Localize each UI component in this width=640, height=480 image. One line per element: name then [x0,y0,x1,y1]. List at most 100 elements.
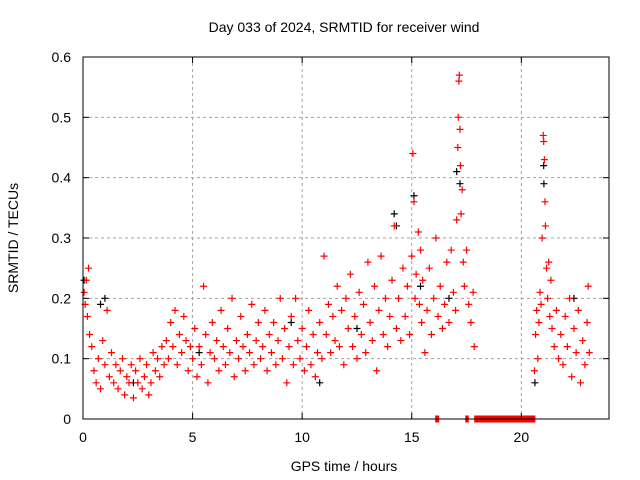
x-tick-label: 0 [79,429,87,445]
data-point-primary [364,258,372,266]
data-point-primary [432,234,440,242]
data-point-primary [331,337,339,345]
data-point-primary [351,312,359,320]
data-point-primary [540,156,548,164]
data-point-primary [92,379,100,387]
data-point-primary [390,222,398,230]
data-point-primary [401,312,409,320]
data-point-primary [543,264,551,272]
data-point-secondary [390,210,398,218]
data-point-primary [547,276,555,284]
data-point-primary [346,270,354,278]
data-point-primary [154,355,162,363]
data-point-primary [110,379,118,387]
data-point-primary [577,379,585,387]
data-point-primary [454,144,462,151]
data-point-secondary [540,180,548,188]
data-point-primary [579,337,587,345]
data-point-primary [441,300,449,308]
data-point-primary [379,331,387,339]
data-point-primary [412,270,420,278]
data-point-primary [278,355,286,363]
data-point-primary [134,379,142,387]
data-point-primary [384,343,392,351]
data-point-primary [243,331,251,339]
data-point-primary [452,306,460,314]
data-point-primary [537,300,545,308]
data-point-primary [427,331,435,339]
data-point-primary [545,258,553,266]
data-point-secondary [287,318,295,326]
data-point-primary [583,318,591,326]
data-point-primary [539,131,547,139]
data-point-primary [538,234,546,242]
data-point-primary [151,367,159,375]
data-point-primary [143,361,151,369]
data-point-primary [123,373,131,381]
data-point-primary [136,355,144,363]
data-point-primary [327,349,335,357]
data-point-primary [414,228,422,236]
data-point-primary [191,325,199,332]
data-point-primary [456,125,464,133]
grid [83,57,609,419]
data-point-primary [281,325,289,332]
data-point-primary [403,282,411,290]
data-point-primary [221,361,229,369]
data-point-primary [180,312,188,320]
data-point-primary [195,343,203,351]
data-point-primary [340,361,348,369]
data-point-primary [173,361,181,369]
data-point-primary [335,343,343,351]
data-point-primary [263,367,271,375]
data-point-primary [534,355,542,363]
data-point-primary [355,288,363,296]
data-point-primary [259,343,267,351]
data-point-primary [386,312,394,320]
data-point-primary [338,306,346,314]
y-tick-label: 0.4 [52,170,72,186]
data-point-primary [206,349,214,357]
data-point-primary [101,361,109,369]
data-point-primary [169,343,177,351]
y-axis-label: SRMTID / TECUs [5,183,21,293]
data-point-primary [410,198,418,206]
data-point-primary [574,306,582,314]
data-point-primary [145,391,153,399]
data-point-primary [375,306,383,314]
data-point-primary [219,343,227,351]
data-point-primary [368,337,376,345]
data-point-primary [342,294,350,302]
data-point-primary [460,282,468,290]
data-point-primary [84,264,92,272]
data-point-primary [408,252,416,260]
data-point-primary [465,300,473,308]
data-point-primary [544,294,552,302]
data-point-secondary [540,162,548,170]
data-point-primary [235,355,243,363]
data-point-primary [261,306,269,314]
data-point-primary [349,343,357,351]
data-point-primary [373,367,381,375]
data-point-primary [399,264,407,272]
data-point-primary [292,294,300,302]
data-point-primary [455,71,463,79]
data-point-primary [458,186,466,194]
data-point-primary [425,264,433,272]
data-point-primary [285,343,293,351]
data-point-primary [208,318,216,326]
data-point-primary [366,318,374,326]
data-point-primary [265,331,273,339]
data-point-primary [406,331,414,339]
data-point-primary [114,385,122,393]
data-point-primary [434,312,442,320]
data-point-primary [232,337,240,345]
data-point-primary [88,343,96,351]
data-point-primary [423,306,431,314]
data-point-primary [546,312,554,320]
data-point-primary [430,294,438,302]
data-point-primary [241,367,249,375]
data-point-primary [438,325,446,332]
data-point-primary [443,258,451,266]
